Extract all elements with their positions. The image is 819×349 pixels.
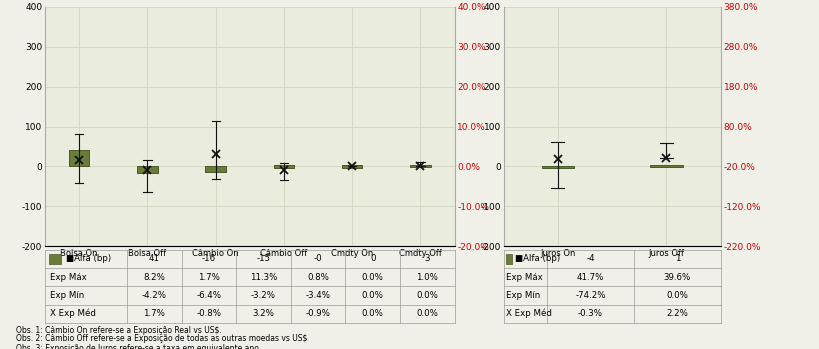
Text: -16: -16 <box>201 254 216 263</box>
Text: -0: -0 <box>314 254 323 263</box>
Text: X Exp Méd: X Exp Méd <box>50 309 96 318</box>
Text: 0.0%: 0.0% <box>362 273 383 282</box>
Text: 0.8%: 0.8% <box>307 273 329 282</box>
Text: -0.9%: -0.9% <box>305 309 331 318</box>
Text: 8.2%: 8.2% <box>143 273 165 282</box>
Text: Obs. 2: Câmbio Off refere-se a Exposição de todas as outras moedas vs US$: Obs. 2: Câmbio Off refere-se a Exposição… <box>16 334 308 343</box>
Text: ■Alfa (bp): ■Alfa (bp) <box>66 254 111 263</box>
Text: -74.2%: -74.2% <box>575 291 606 300</box>
Text: -15: -15 <box>256 254 270 263</box>
Text: ■Alfa (bp): ■Alfa (bp) <box>514 254 559 263</box>
Text: -4.2%: -4.2% <box>142 291 167 300</box>
FancyBboxPatch shape <box>410 165 431 167</box>
Text: -4: -4 <box>586 254 595 263</box>
Text: 0.0%: 0.0% <box>416 309 438 318</box>
FancyBboxPatch shape <box>650 165 683 168</box>
Text: 0: 0 <box>370 254 375 263</box>
Text: 0.0%: 0.0% <box>416 291 438 300</box>
Text: 0.0%: 0.0% <box>667 291 688 300</box>
FancyBboxPatch shape <box>69 150 89 166</box>
FancyBboxPatch shape <box>138 166 157 173</box>
Text: Exp Mín: Exp Mín <box>50 291 84 300</box>
Text: 39.6%: 39.6% <box>663 273 691 282</box>
Text: 1: 1 <box>675 254 680 263</box>
Bar <box>506 254 513 264</box>
Text: Exp Máx: Exp Máx <box>50 273 87 282</box>
Text: 3: 3 <box>424 254 430 263</box>
Text: 41.7%: 41.7% <box>577 273 604 282</box>
Text: -6.4%: -6.4% <box>197 291 221 300</box>
Text: -0.8%: -0.8% <box>197 309 221 318</box>
Text: 11.3%: 11.3% <box>250 273 277 282</box>
Text: Exp Mín: Exp Mín <box>506 291 541 300</box>
Text: 0.0%: 0.0% <box>362 291 383 300</box>
Text: -3.4%: -3.4% <box>305 291 331 300</box>
Text: 1.0%: 1.0% <box>416 273 438 282</box>
Text: 0.0%: 0.0% <box>362 309 383 318</box>
Text: Obs. 3: Exposição de Juros refere-se a taxa em equivalente ano: Obs. 3: Exposição de Juros refere-se a t… <box>16 344 260 349</box>
Text: 1.7%: 1.7% <box>143 309 165 318</box>
FancyBboxPatch shape <box>541 166 574 168</box>
Text: 2.2%: 2.2% <box>667 309 688 318</box>
Text: 1.7%: 1.7% <box>198 273 219 282</box>
Text: Exp Máx: Exp Máx <box>506 273 543 282</box>
Text: X Exp Méd: X Exp Méd <box>506 309 552 318</box>
Text: -3.2%: -3.2% <box>251 291 276 300</box>
Text: 41: 41 <box>149 254 160 263</box>
Text: 3.2%: 3.2% <box>252 309 274 318</box>
Text: -0.3%: -0.3% <box>578 309 603 318</box>
FancyBboxPatch shape <box>206 166 226 172</box>
Bar <box>49 254 61 264</box>
FancyBboxPatch shape <box>342 165 363 168</box>
Text: Obs. 1: Câmbio On refere-se a Exposição Real vs US$.: Obs. 1: Câmbio On refere-se a Exposição … <box>16 326 222 335</box>
FancyBboxPatch shape <box>274 165 294 168</box>
